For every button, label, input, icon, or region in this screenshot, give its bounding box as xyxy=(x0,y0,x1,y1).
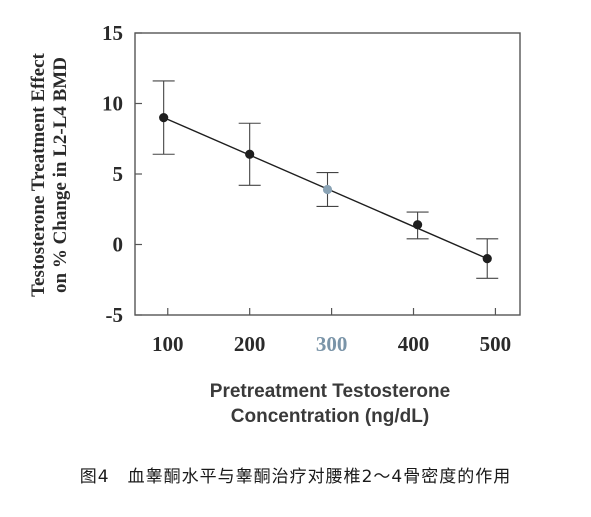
data-point xyxy=(159,113,169,123)
data-point xyxy=(413,220,423,230)
x-axis-label-line2: Concentration (ng/dL) xyxy=(230,406,430,427)
y-tick-label: 15 xyxy=(102,21,123,45)
x-tick-label: 300 xyxy=(316,332,348,356)
figure-caption: 图4 血睾酮水平与睾酮治疗对腰椎2～4骨密度的作用 xyxy=(79,467,512,487)
y-tick-label: -5 xyxy=(106,303,124,327)
data-point xyxy=(245,149,255,159)
data-point xyxy=(482,254,492,264)
y-tick-label: 5 xyxy=(113,162,124,186)
y-axis-label: Testosterone Treatment Effect on % Chang… xyxy=(28,35,72,315)
y-tick-label: 10 xyxy=(102,92,123,116)
data-point xyxy=(322,184,333,195)
x-tick-label: 100 xyxy=(152,332,184,356)
y-axis-label-line1: Testosterone Treatment Effect xyxy=(28,53,49,297)
x-axis-label-line1: Pretreatment Testosterone xyxy=(209,381,451,402)
x-tick-label: 200 xyxy=(234,332,266,356)
y-tick-label: 0 xyxy=(113,233,124,257)
x-tick-label: 400 xyxy=(398,332,430,356)
y-axis-label-line2: on % Change in L2-L4 BMD xyxy=(50,57,71,293)
x-tick-label: 500 xyxy=(480,332,512,356)
